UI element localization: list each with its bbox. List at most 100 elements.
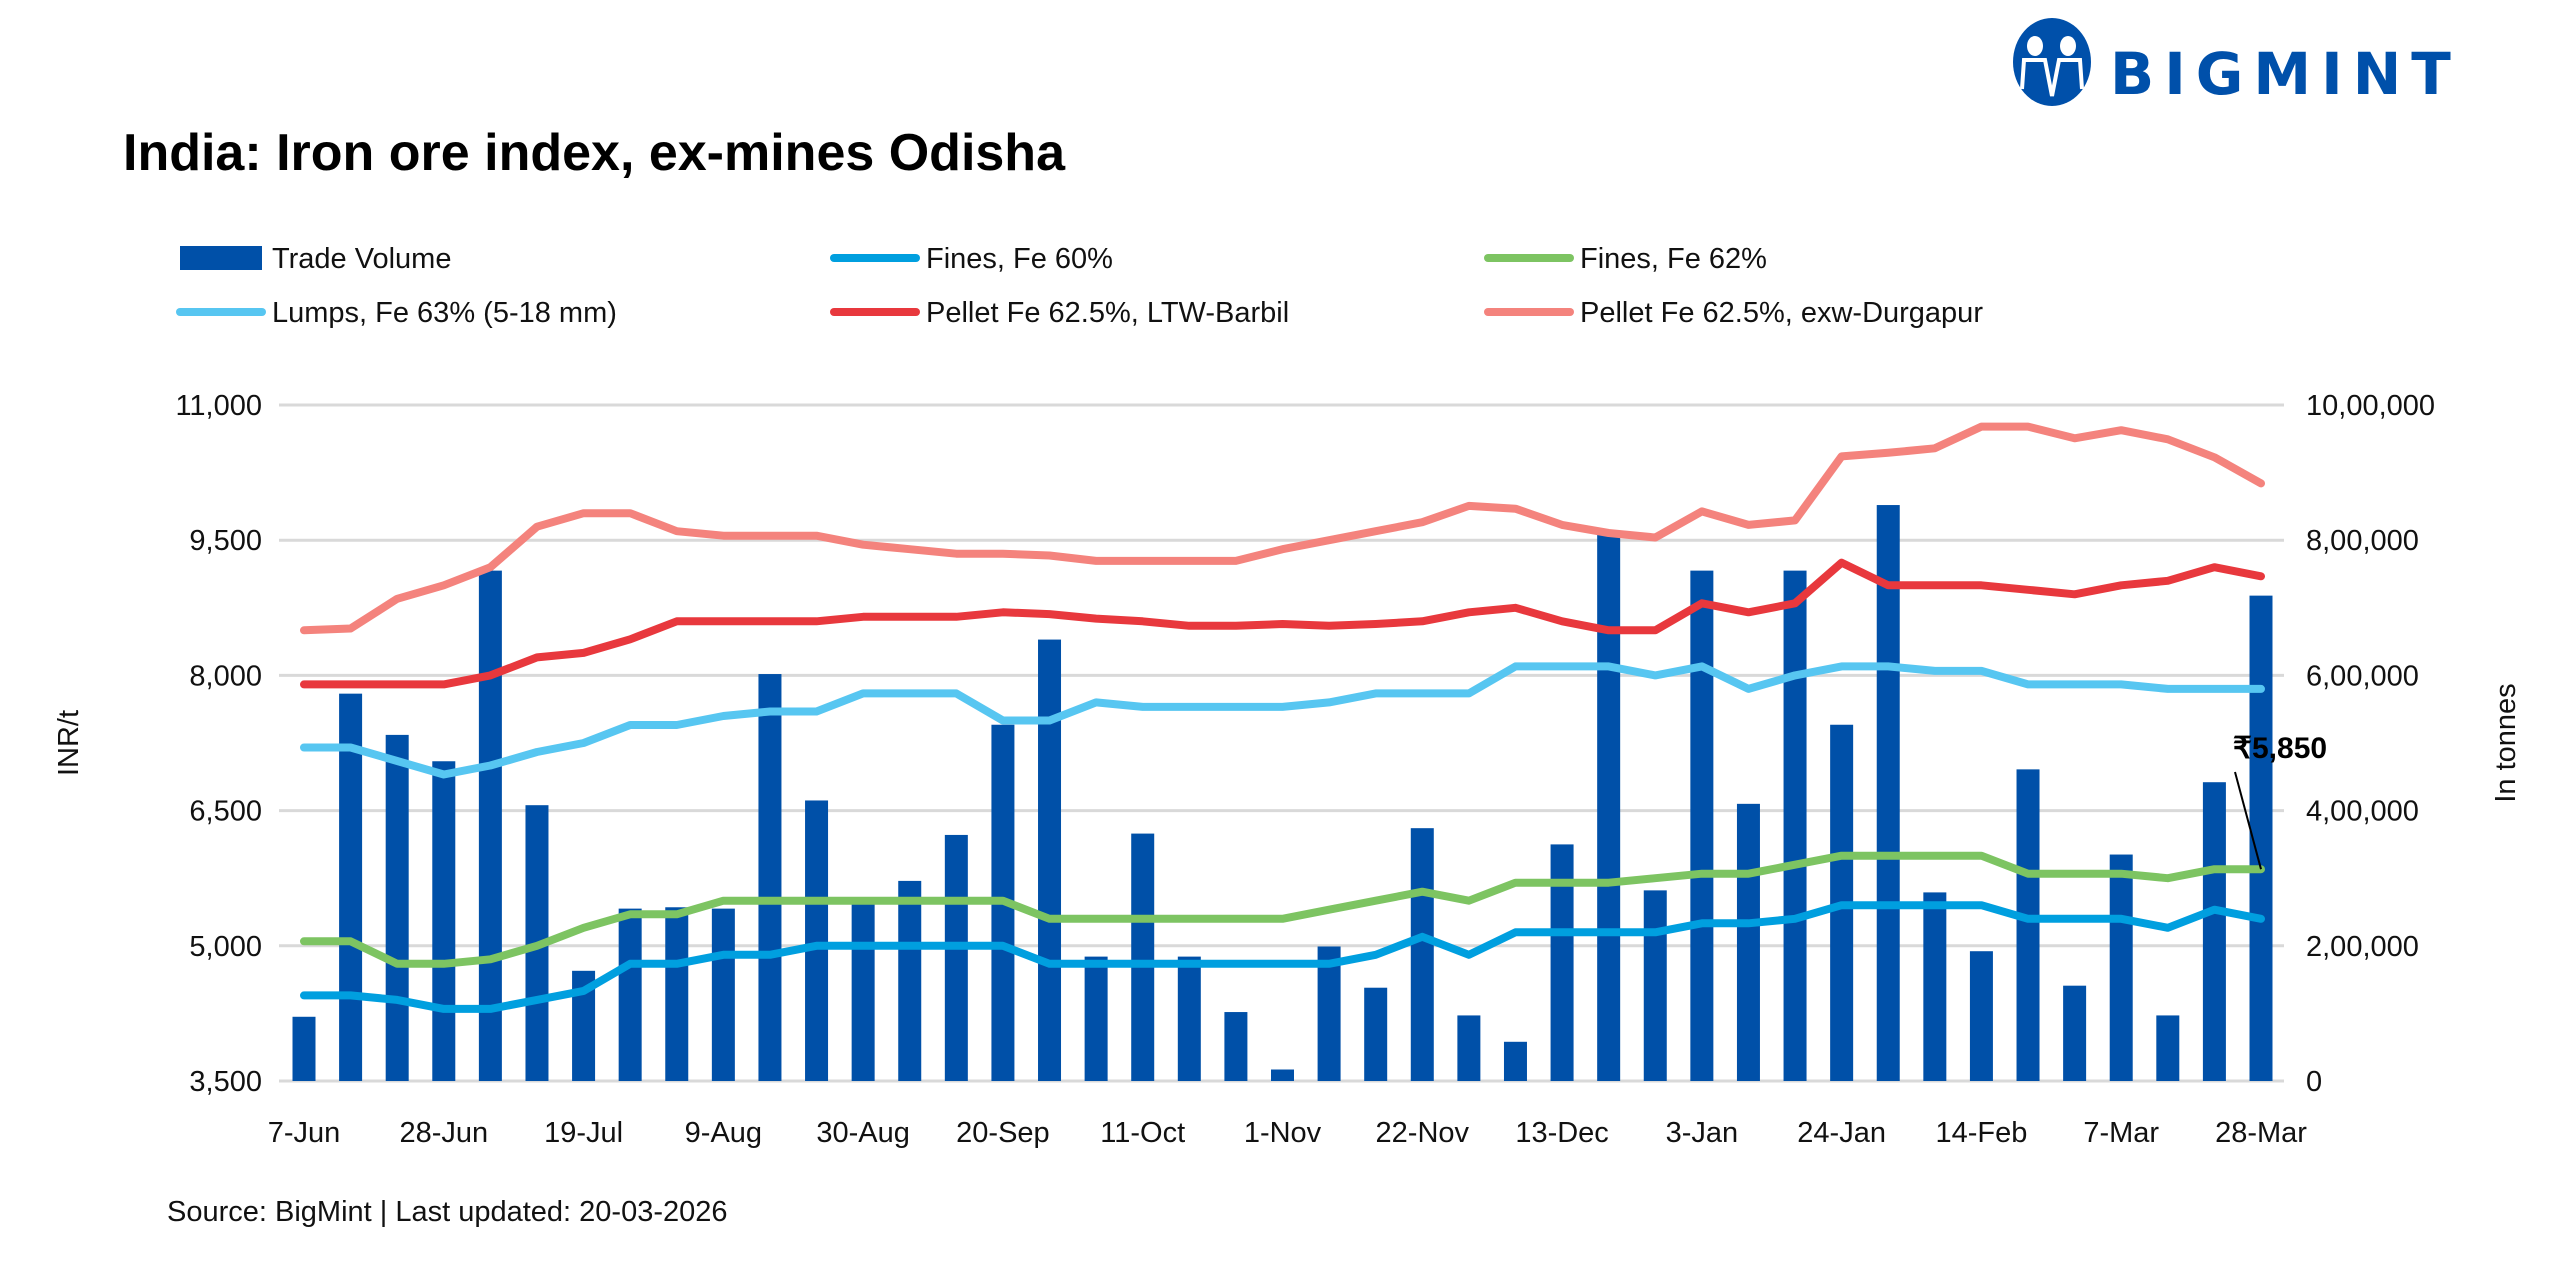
bar-13-Sep (944, 834, 968, 1081)
left-tick-label: 3,500 (189, 1066, 262, 1098)
legend: Trade Volume Fines, Fe 60% Fines, Fe 62% Lu… (176, 243, 1983, 329)
legend-item: Lumps, Fe 63% (5-18 mm) (176, 297, 617, 329)
bar-9-Aug (711, 908, 735, 1081)
right-tick-label: 8,00,000 (2306, 525, 2419, 557)
legend-label: Fines, Fe 60% (926, 243, 1113, 275)
left-tick-label: 5,000 (189, 931, 262, 963)
bar-30-Aug (851, 901, 875, 1081)
bar-17-Jan (1783, 570, 1807, 1081)
bar-14-Jun (339, 693, 363, 1081)
gridlines (279, 403, 2284, 1083)
legend-label: Pellet Fe 62.5%, exw-Durgapur (1580, 297, 1983, 329)
legend-item: Pellet Fe 62.5%, LTW-Barbil (830, 297, 1289, 329)
x-tick-label: 11-Oct (1100, 1117, 1185, 1149)
legend-item: Pellet Fe 62.5%, exw-Durgapur (1484, 297, 1983, 329)
x-tick-label: 28-Jun (399, 1117, 488, 1149)
bar-21-Mar (2202, 782, 2226, 1081)
bar-10-Jan (1736, 803, 1760, 1081)
right-axis-label: In tonnes (2490, 683, 2522, 802)
x-tick-label: 13-Dec (1515, 1117, 1609, 1149)
bar-21-Feb (2016, 769, 2040, 1081)
bar-7-Jun (292, 1016, 316, 1081)
bigmint-logo: BIGMINT (2013, 18, 2461, 108)
price-lines (300, 422, 2265, 1013)
bar-2-Aug (665, 907, 689, 1081)
x-tick-label: 24-Jan (1797, 1117, 1886, 1149)
legend-item: Fines, Fe 62% (1484, 243, 1767, 275)
x-tick-label: 19-Jul (544, 1117, 623, 1149)
bar-20-Dec (1597, 532, 1621, 1081)
right-tick-label: 4,00,000 (2306, 796, 2419, 828)
line-pellet-fe-62-5-ltw-barbil (300, 558, 2265, 689)
legend-label: Lumps, Fe 63% (5-18 mm) (272, 297, 617, 329)
line-pellet-fe-62-5-exw-durgapur (300, 422, 2265, 635)
bar-15-Nov (1364, 987, 1388, 1081)
right-tick-label: 0 (2306, 1066, 2322, 1098)
x-tick-label: 14-Feb (1935, 1117, 2027, 1149)
x-tick-label: 9-Aug (685, 1117, 762, 1149)
bar-11-Oct (1131, 833, 1155, 1081)
bar-19-Jul (572, 970, 596, 1081)
left-tick-label: 11,000 (175, 390, 262, 422)
bar-28-Feb (2063, 985, 2087, 1081)
bar-14-Mar (2156, 1015, 2180, 1081)
x-tick-label: 20-Sep (956, 1117, 1050, 1149)
line-lumps-fe-63-5-18-mm- (300, 662, 2265, 779)
bar-28-Mar (2249, 595, 2273, 1081)
line-fines-fe-62- (300, 851, 2265, 968)
right-tick-label: 2,00,000 (2306, 931, 2419, 963)
annotation-label: ₹5,850 (2233, 732, 2327, 765)
bar-14-Feb (1969, 951, 1993, 1081)
bar-25-Oct (1224, 1012, 1248, 1081)
bar-1-Nov (1271, 1069, 1294, 1081)
bar-23-Aug (805, 800, 829, 1081)
bar-21-Jun (385, 734, 409, 1081)
bar-26-Jul (618, 908, 642, 1081)
x-tick-label: 7-Mar (2083, 1117, 2159, 1149)
bar-22-Nov (1410, 828, 1434, 1081)
bars-trade-volume (292, 505, 2273, 1082)
legend-swatch-bar (180, 246, 262, 270)
legend-label: Fines, Fe 62% (1580, 243, 1767, 275)
bar-6-Dec (1503, 1041, 1527, 1081)
left-axis-ticks: 3,500 5,000 6,500 8,000 9,500 11,000 (175, 390, 262, 1098)
bar-3-Jan (1690, 570, 1714, 1081)
left-axis-label: INR/t (53, 710, 85, 776)
right-tick-label: 10,00,000 (2306, 390, 2435, 422)
bar-6-Sep (898, 880, 922, 1081)
legend-label: Pellet Fe 62.5%, LTW-Barbil (926, 297, 1289, 329)
left-tick-label: 8,000 (189, 660, 262, 692)
bar-7-Feb (1923, 892, 1947, 1081)
left-tick-label: 9,500 (189, 525, 262, 557)
bar-29-Nov (1457, 1015, 1481, 1081)
bar-28-Jun (432, 761, 456, 1081)
bar-27-Dec (1643, 890, 1667, 1081)
right-axis-ticks: 0 2,00,000 4,00,000 6,00,000 8,00,000 10,00,0… (2306, 390, 2435, 1098)
right-tick-label: 6,00,000 (2306, 660, 2419, 692)
bar-16-Aug (758, 674, 782, 1081)
bar-7-Mar (2109, 854, 2133, 1081)
chart-title: India: Iron ore index, ex-mines Odisha (123, 124, 1066, 182)
source-note: Source: BigMint | Last updated: 20-03-20… (167, 1196, 728, 1228)
annotation-leader-line (2234, 771, 2262, 870)
legend-item: Trade Volume (180, 243, 451, 275)
legend-label: Trade Volume (272, 243, 451, 275)
bar-8-Nov (1317, 946, 1341, 1081)
x-tick-label: 30-Aug (816, 1117, 910, 1149)
logo-people-icon (2013, 18, 2091, 106)
bar-13-Dec (1550, 844, 1574, 1081)
x-tick-label: 28-Mar (2215, 1117, 2307, 1149)
x-axis-ticks: 7-Jun 28-Jun 19-Jul 9-Aug 30-Aug 20-Sep 11-Oct… (268, 1117, 2308, 1149)
x-tick-label: 22-Nov (1376, 1117, 1470, 1149)
x-tick-label: 3-Jan (1666, 1117, 1739, 1149)
left-tick-label: 6,500 (189, 796, 262, 828)
logo-text: BIGMINT (2110, 40, 2461, 108)
bar-5-Jul (478, 570, 502, 1081)
x-tick-label: 1-Nov (1244, 1117, 1322, 1149)
line-fines-fe-60- (300, 901, 2265, 1013)
bar-31-Jan (1876, 505, 1900, 1082)
legend-item: Fines, Fe 60% (830, 243, 1113, 275)
bar-4-Oct (1084, 956, 1108, 1081)
annotation: ₹5,850 (2233, 732, 2327, 870)
